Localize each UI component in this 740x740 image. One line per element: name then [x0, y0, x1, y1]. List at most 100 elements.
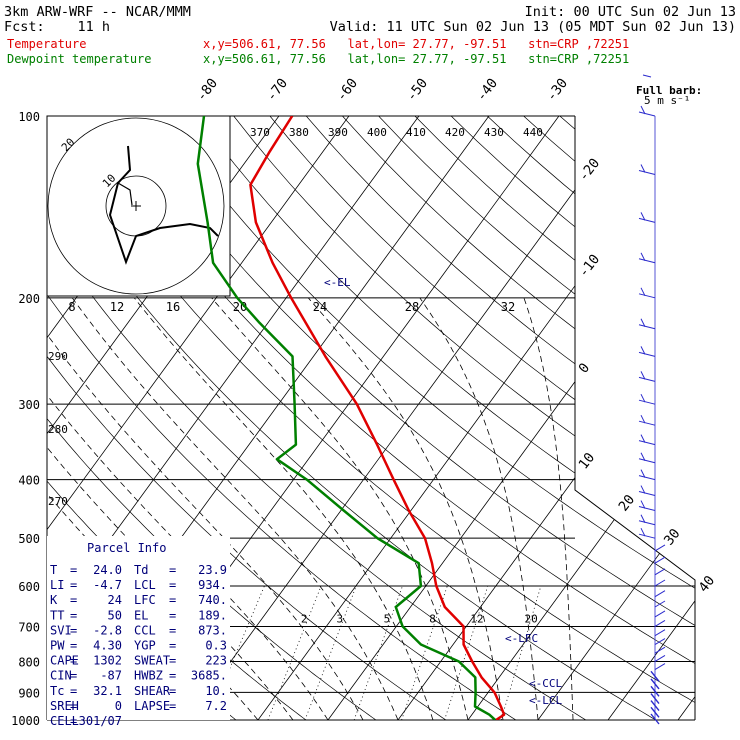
isotherm-label: -10	[576, 251, 604, 280]
isotherm-label: 10	[576, 450, 599, 473]
wind-barb	[650, 670, 660, 682]
dry-adiabat	[450, 116, 695, 720]
dry-adiabat	[487, 116, 695, 720]
wind-barb	[654, 663, 666, 670]
parcel-info-cell: Tc	[50, 684, 64, 698]
mixing-ratio-label: 20	[525, 612, 538, 625]
wind-barb	[654, 646, 666, 654]
theta-label: 440	[523, 126, 543, 139]
wind-barb	[650, 678, 660, 690]
wind-barb-feather	[640, 469, 646, 478]
wind-barb-feather	[640, 371, 646, 380]
dry-adiabat	[124, 116, 695, 720]
wind-barb	[638, 533, 656, 539]
theta-label-left: 290	[48, 350, 68, 363]
isotherm-label: 30	[661, 526, 684, 549]
parcel-info-cell: 23.9	[198, 563, 227, 577]
theta-label: 410	[406, 126, 426, 139]
valid-time: Valid: 11 UTC Sun 02 Jun 13 (05 MDT Sun …	[330, 19, 736, 35]
theta-label: 380	[289, 126, 309, 139]
parcel-info-cell: PW	[50, 639, 65, 653]
wind-barb	[638, 111, 656, 117]
isotherm-label: -40	[473, 75, 501, 104]
wind-barb	[650, 706, 660, 718]
dry-adiabat	[47, 116, 587, 720]
wind-barb	[654, 544, 666, 552]
parcel-info-cell: Td	[134, 563, 148, 577]
parcel-info-cell: =	[169, 669, 176, 683]
barb-key-title: Full barb:	[636, 84, 702, 97]
moist-adiabat	[133, 297, 434, 720]
legend-dewpoint-name: Dewpoint temperature	[7, 52, 152, 66]
hodograph-ring-outer	[47, 117, 225, 295]
hodograph-speed-tick: 12	[110, 300, 124, 314]
parcel-info-cell: SHEAR	[134, 684, 171, 698]
pressure-tick-100: 100	[18, 110, 40, 124]
parcel-info-cell: =	[169, 684, 176, 698]
wind-barb	[650, 713, 660, 725]
parcel-info-cell: =	[169, 593, 176, 607]
parcel-info-cell: 189.	[198, 608, 227, 622]
dry-adiabat	[233, 116, 695, 720]
mixing-ratio-label: 12	[470, 612, 483, 625]
wind-barb	[654, 610, 666, 618]
dry-adiabat	[47, 116, 517, 720]
profile-lines	[196, 116, 506, 720]
parcel-info-cell: 7.2	[205, 699, 227, 713]
dry-adiabat	[197, 116, 695, 720]
hodograph-speed-tick: 28	[405, 300, 419, 314]
parcel-info-cell: LI	[50, 578, 64, 592]
dry-adiabat	[559, 116, 695, 720]
wind-barb-feather	[640, 287, 646, 297]
right-outline	[574, 116, 696, 720]
wind-barb-feather	[640, 434, 646, 443]
parcel-info-cell: T	[50, 563, 57, 577]
mixing-ratio-label: 5	[384, 612, 391, 625]
wind-barb	[638, 399, 656, 405]
parcel-info-cell: =	[169, 623, 176, 637]
lcl-marker: <-LCL	[529, 694, 562, 707]
pressure-tick-400: 400	[18, 474, 40, 488]
wind-barb	[638, 506, 656, 512]
parcel-info-cell: 0	[115, 699, 122, 713]
wind-barb-feather	[640, 105, 646, 115]
theta-label: 420	[445, 126, 465, 139]
wind-barb	[654, 568, 666, 576]
hodograph-speed-tick: 8	[68, 300, 75, 314]
legend-temperature-info: x,y=506.61, 77.56 lat,lon= 27.77, -97.51…	[203, 37, 629, 51]
mixing-ratio-line	[500, 585, 542, 720]
isotherm-label: -50	[403, 75, 431, 104]
parcel-info-cell: =	[70, 699, 77, 713]
isotherm-label: 20	[616, 492, 639, 515]
wind-barb	[650, 693, 660, 704]
wind-barb	[654, 655, 666, 662]
parcel-info-cell: 223	[205, 654, 227, 668]
isotherm-label: -30	[543, 75, 571, 104]
parcel-info-cell: 934.	[198, 578, 227, 592]
theta-label-left: 270	[48, 495, 68, 508]
wind-barb	[638, 376, 656, 382]
wind-barb	[654, 579, 666, 587]
isotherm	[47, 116, 350, 720]
wind-barb-feather	[640, 514, 646, 523]
parcel-info-cell: 10.	[205, 684, 227, 698]
wind-barb	[638, 351, 656, 357]
dry-adiabat	[160, 116, 695, 720]
dry-adiabat	[342, 116, 695, 720]
isotherm-label: 40	[696, 573, 719, 596]
wind-barb	[650, 685, 660, 697]
pressure-tick-900: 900	[18, 686, 40, 700]
isotherm	[607, 116, 695, 720]
parcel-info-cell: =	[70, 578, 77, 592]
parcel-info-cell: -2.8	[93, 623, 122, 637]
isotherm	[187, 116, 630, 720]
parcel-info-cell: =	[70, 714, 77, 728]
wind-barb	[638, 458, 656, 464]
wind-barb	[638, 258, 656, 264]
ccl-marker: <-CCL	[529, 677, 562, 690]
mixing-ratio-label: 2	[301, 612, 308, 625]
parcel-info-cell: =	[169, 578, 176, 592]
dry-adiabat	[378, 116, 695, 720]
